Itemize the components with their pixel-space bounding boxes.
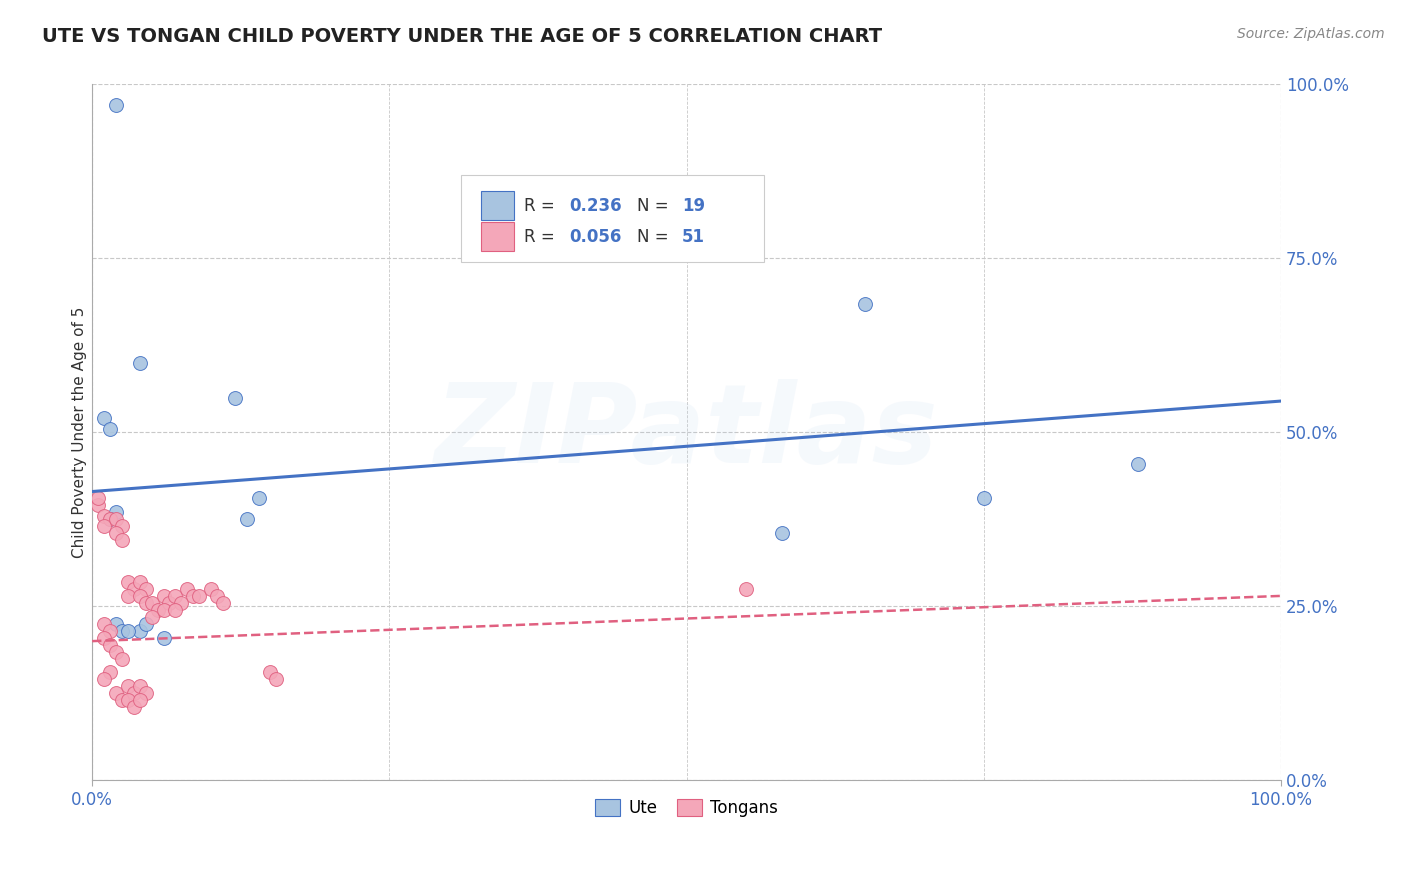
Point [117,693,139,707]
Text: R =: R = [523,196,560,214]
Point [165,603,187,617]
Point [135,686,157,700]
Point [235,512,257,526]
Point [98,624,121,638]
Text: R =: R = [523,227,560,246]
Point [224,391,246,405]
Point [181,589,204,603]
Point [111,624,134,638]
Point [111,651,134,665]
Point [165,589,187,603]
Point [128,624,150,638]
Point [122,700,145,714]
Point [152,603,174,617]
Text: N =: N = [637,196,673,214]
Legend: Ute, Tongans: Ute, Tongans [588,793,785,824]
Point [212,596,235,610]
Point [87,491,110,506]
Point [128,356,150,370]
Point [98,665,121,680]
Point [128,574,150,589]
Point [128,589,150,603]
Point [205,589,228,603]
Point [104,616,127,631]
Point [122,582,145,596]
Text: 19: 19 [682,196,704,214]
Point [111,533,134,548]
Text: UTE VS TONGAN CHILD POVERTY UNDER THE AGE OF 5 CORRELATION CHART: UTE VS TONGAN CHILD POVERTY UNDER THE AG… [42,27,883,45]
Point [135,596,157,610]
Point [104,526,127,541]
Point [266,673,288,687]
Point [104,686,127,700]
Point [188,589,211,603]
Point [247,491,270,506]
Point [770,526,793,541]
FancyBboxPatch shape [481,222,515,252]
Point [93,673,115,687]
Point [87,499,110,513]
Point [93,631,115,645]
Point [117,589,139,603]
Y-axis label: Child Poverty Under the Age of 5: Child Poverty Under the Age of 5 [72,307,87,558]
FancyBboxPatch shape [461,175,763,262]
Point [128,693,150,707]
Point [973,491,995,506]
Text: 0.236: 0.236 [569,196,621,214]
Point [259,665,281,680]
Point [159,596,181,610]
Text: 0.056: 0.056 [569,227,621,246]
Point [117,679,139,693]
Point [104,505,127,519]
Point [152,589,174,603]
Point [93,508,115,523]
Point [176,582,198,596]
Point [135,582,157,596]
Point [170,596,193,610]
Point [141,596,163,610]
Point [104,644,127,658]
Point [117,574,139,589]
Point [141,609,163,624]
Text: ZIPatlas: ZIPatlas [434,379,938,486]
Point [735,582,758,596]
Point [98,512,121,526]
Point [1128,457,1150,471]
Point [200,582,222,596]
Point [135,616,157,631]
Point [93,411,115,425]
Point [122,686,145,700]
FancyBboxPatch shape [481,191,515,220]
Point [98,638,121,652]
Text: Source: ZipAtlas.com: Source: ZipAtlas.com [1237,27,1385,41]
Point [117,624,139,638]
Point [93,616,115,631]
Point [93,519,115,533]
Point [853,296,876,310]
Point [152,631,174,645]
Text: N =: N = [637,227,673,246]
Point [98,512,121,526]
Point [128,679,150,693]
Point [111,519,134,533]
Point [111,693,134,707]
Point [98,422,121,436]
Point [104,98,127,112]
Point [104,512,127,526]
Point [146,603,169,617]
Text: 51: 51 [682,227,704,246]
